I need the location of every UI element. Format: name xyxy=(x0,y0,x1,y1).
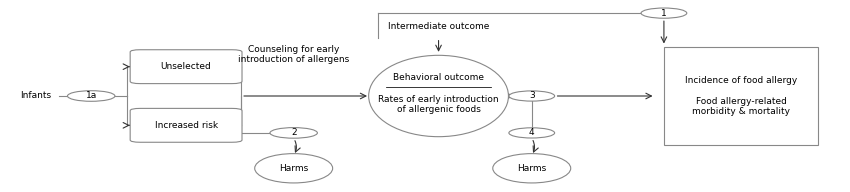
Text: 2: 2 xyxy=(291,128,297,137)
FancyBboxPatch shape xyxy=(130,50,242,84)
Circle shape xyxy=(509,128,554,138)
Circle shape xyxy=(509,91,554,101)
Bar xyxy=(664,47,818,145)
Text: Infants: Infants xyxy=(20,92,51,100)
Text: Harms: Harms xyxy=(279,164,309,173)
Text: Behavioral outcome: Behavioral outcome xyxy=(393,73,484,82)
Text: Intermediate outcome: Intermediate outcome xyxy=(388,22,490,31)
Text: 3: 3 xyxy=(529,92,535,100)
Text: Unselected: Unselected xyxy=(161,62,212,71)
Text: 4: 4 xyxy=(529,128,535,137)
Circle shape xyxy=(67,91,115,101)
Text: Incidence of food allergy

Food allergy-related
morbidity & mortality: Incidence of food allergy Food allergy-r… xyxy=(685,76,797,116)
Ellipse shape xyxy=(493,154,570,183)
Circle shape xyxy=(270,128,317,138)
Ellipse shape xyxy=(255,154,332,183)
Text: Increased risk: Increased risk xyxy=(155,121,218,130)
Text: 1: 1 xyxy=(661,9,666,18)
FancyBboxPatch shape xyxy=(130,108,242,142)
Text: Harms: Harms xyxy=(517,164,547,173)
Text: Rates of early introduction
of allergenic foods: Rates of early introduction of allergeni… xyxy=(378,95,499,114)
Text: 1a: 1a xyxy=(86,92,97,100)
Ellipse shape xyxy=(369,55,508,137)
Text: Counseling for early
introduction of allergens: Counseling for early introduction of all… xyxy=(238,45,349,64)
Circle shape xyxy=(641,8,687,18)
